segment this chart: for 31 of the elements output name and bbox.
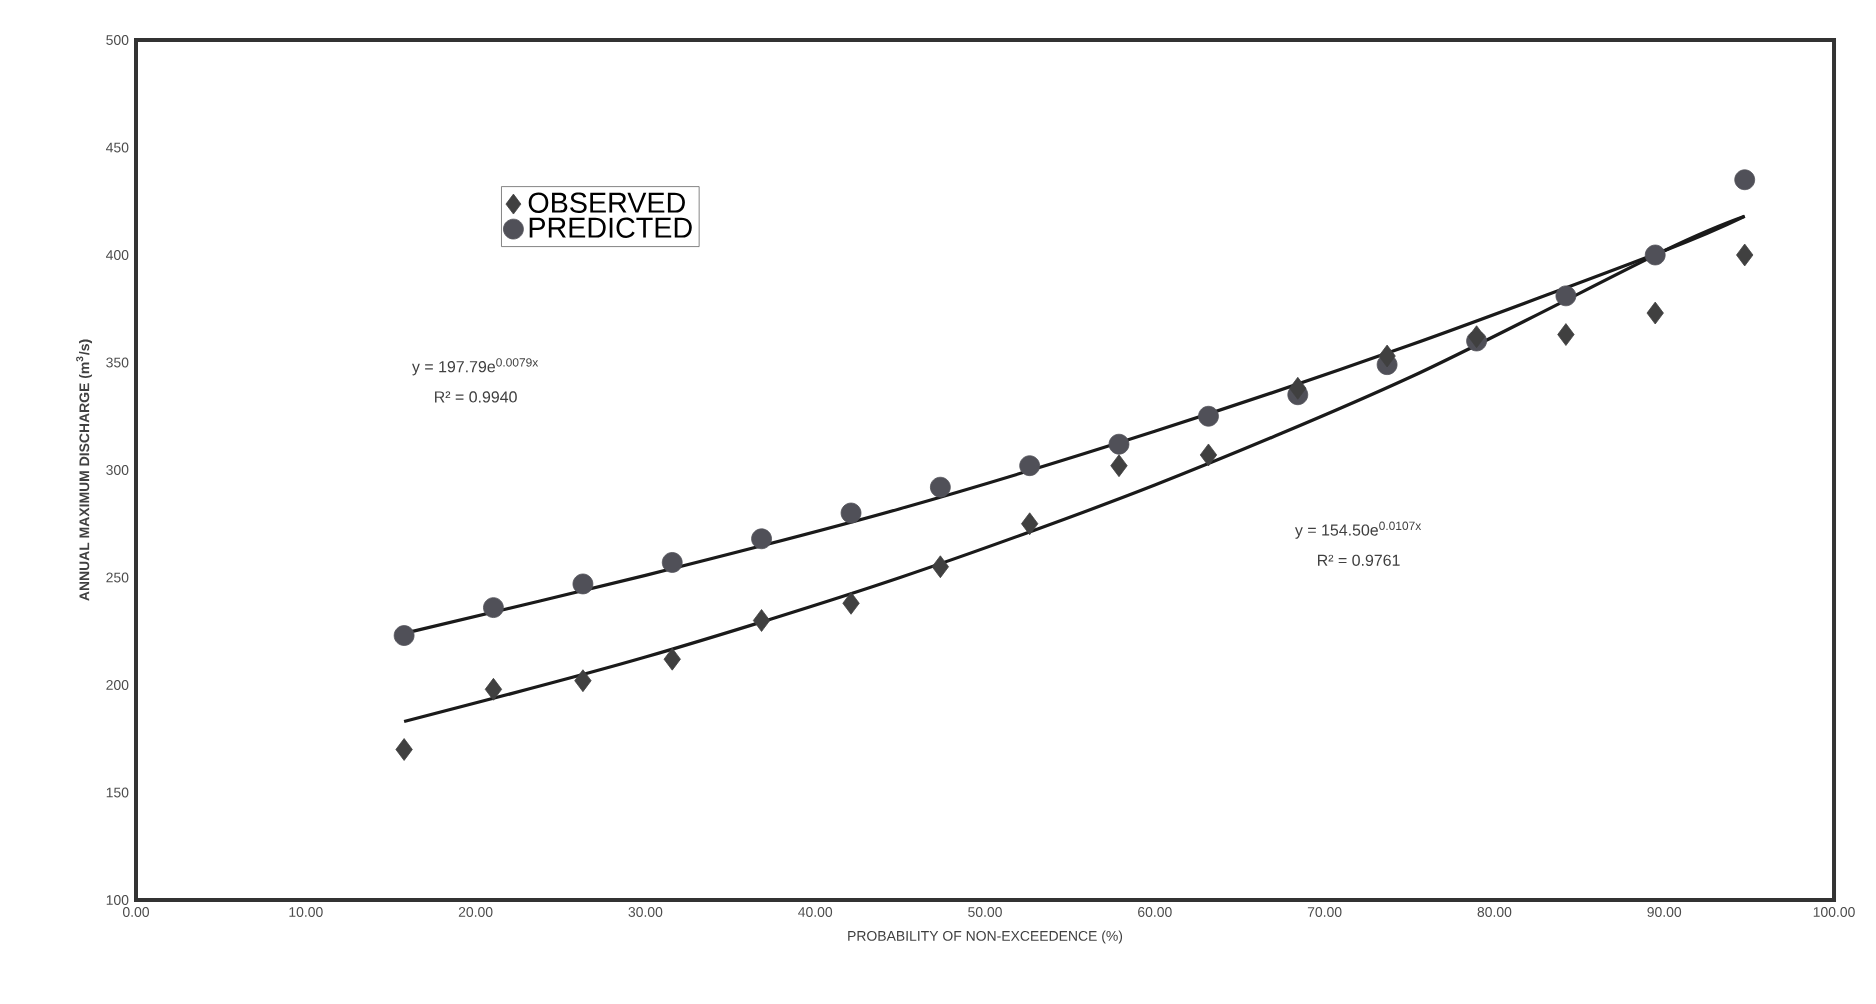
point <box>483 597 504 618</box>
point <box>1467 325 1486 349</box>
point <box>1198 405 1219 427</box>
point <box>1108 433 1130 455</box>
point <box>751 528 772 550</box>
point <box>663 647 681 671</box>
point <box>1199 443 1218 467</box>
point <box>484 677 503 701</box>
point <box>1646 301 1664 325</box>
point <box>840 502 862 524</box>
point <box>929 476 951 498</box>
point <box>1021 512 1039 536</box>
point <box>574 669 592 693</box>
point <box>661 552 683 573</box>
legend-label: PREDICTED <box>529 217 692 238</box>
point <box>1734 169 1756 191</box>
point <box>1110 454 1128 478</box>
point <box>393 625 415 646</box>
point <box>1378 344 1396 368</box>
point <box>1557 323 1575 346</box>
point <box>1555 285 1577 307</box>
point <box>752 609 771 632</box>
legend-label: OBSERVED <box>528 192 685 213</box>
point <box>1019 455 1041 477</box>
point <box>395 738 413 761</box>
point <box>1289 376 1307 400</box>
point <box>842 591 860 615</box>
point <box>572 573 594 595</box>
point <box>931 555 949 579</box>
point <box>1644 244 1666 266</box>
point <box>1736 243 1754 267</box>
